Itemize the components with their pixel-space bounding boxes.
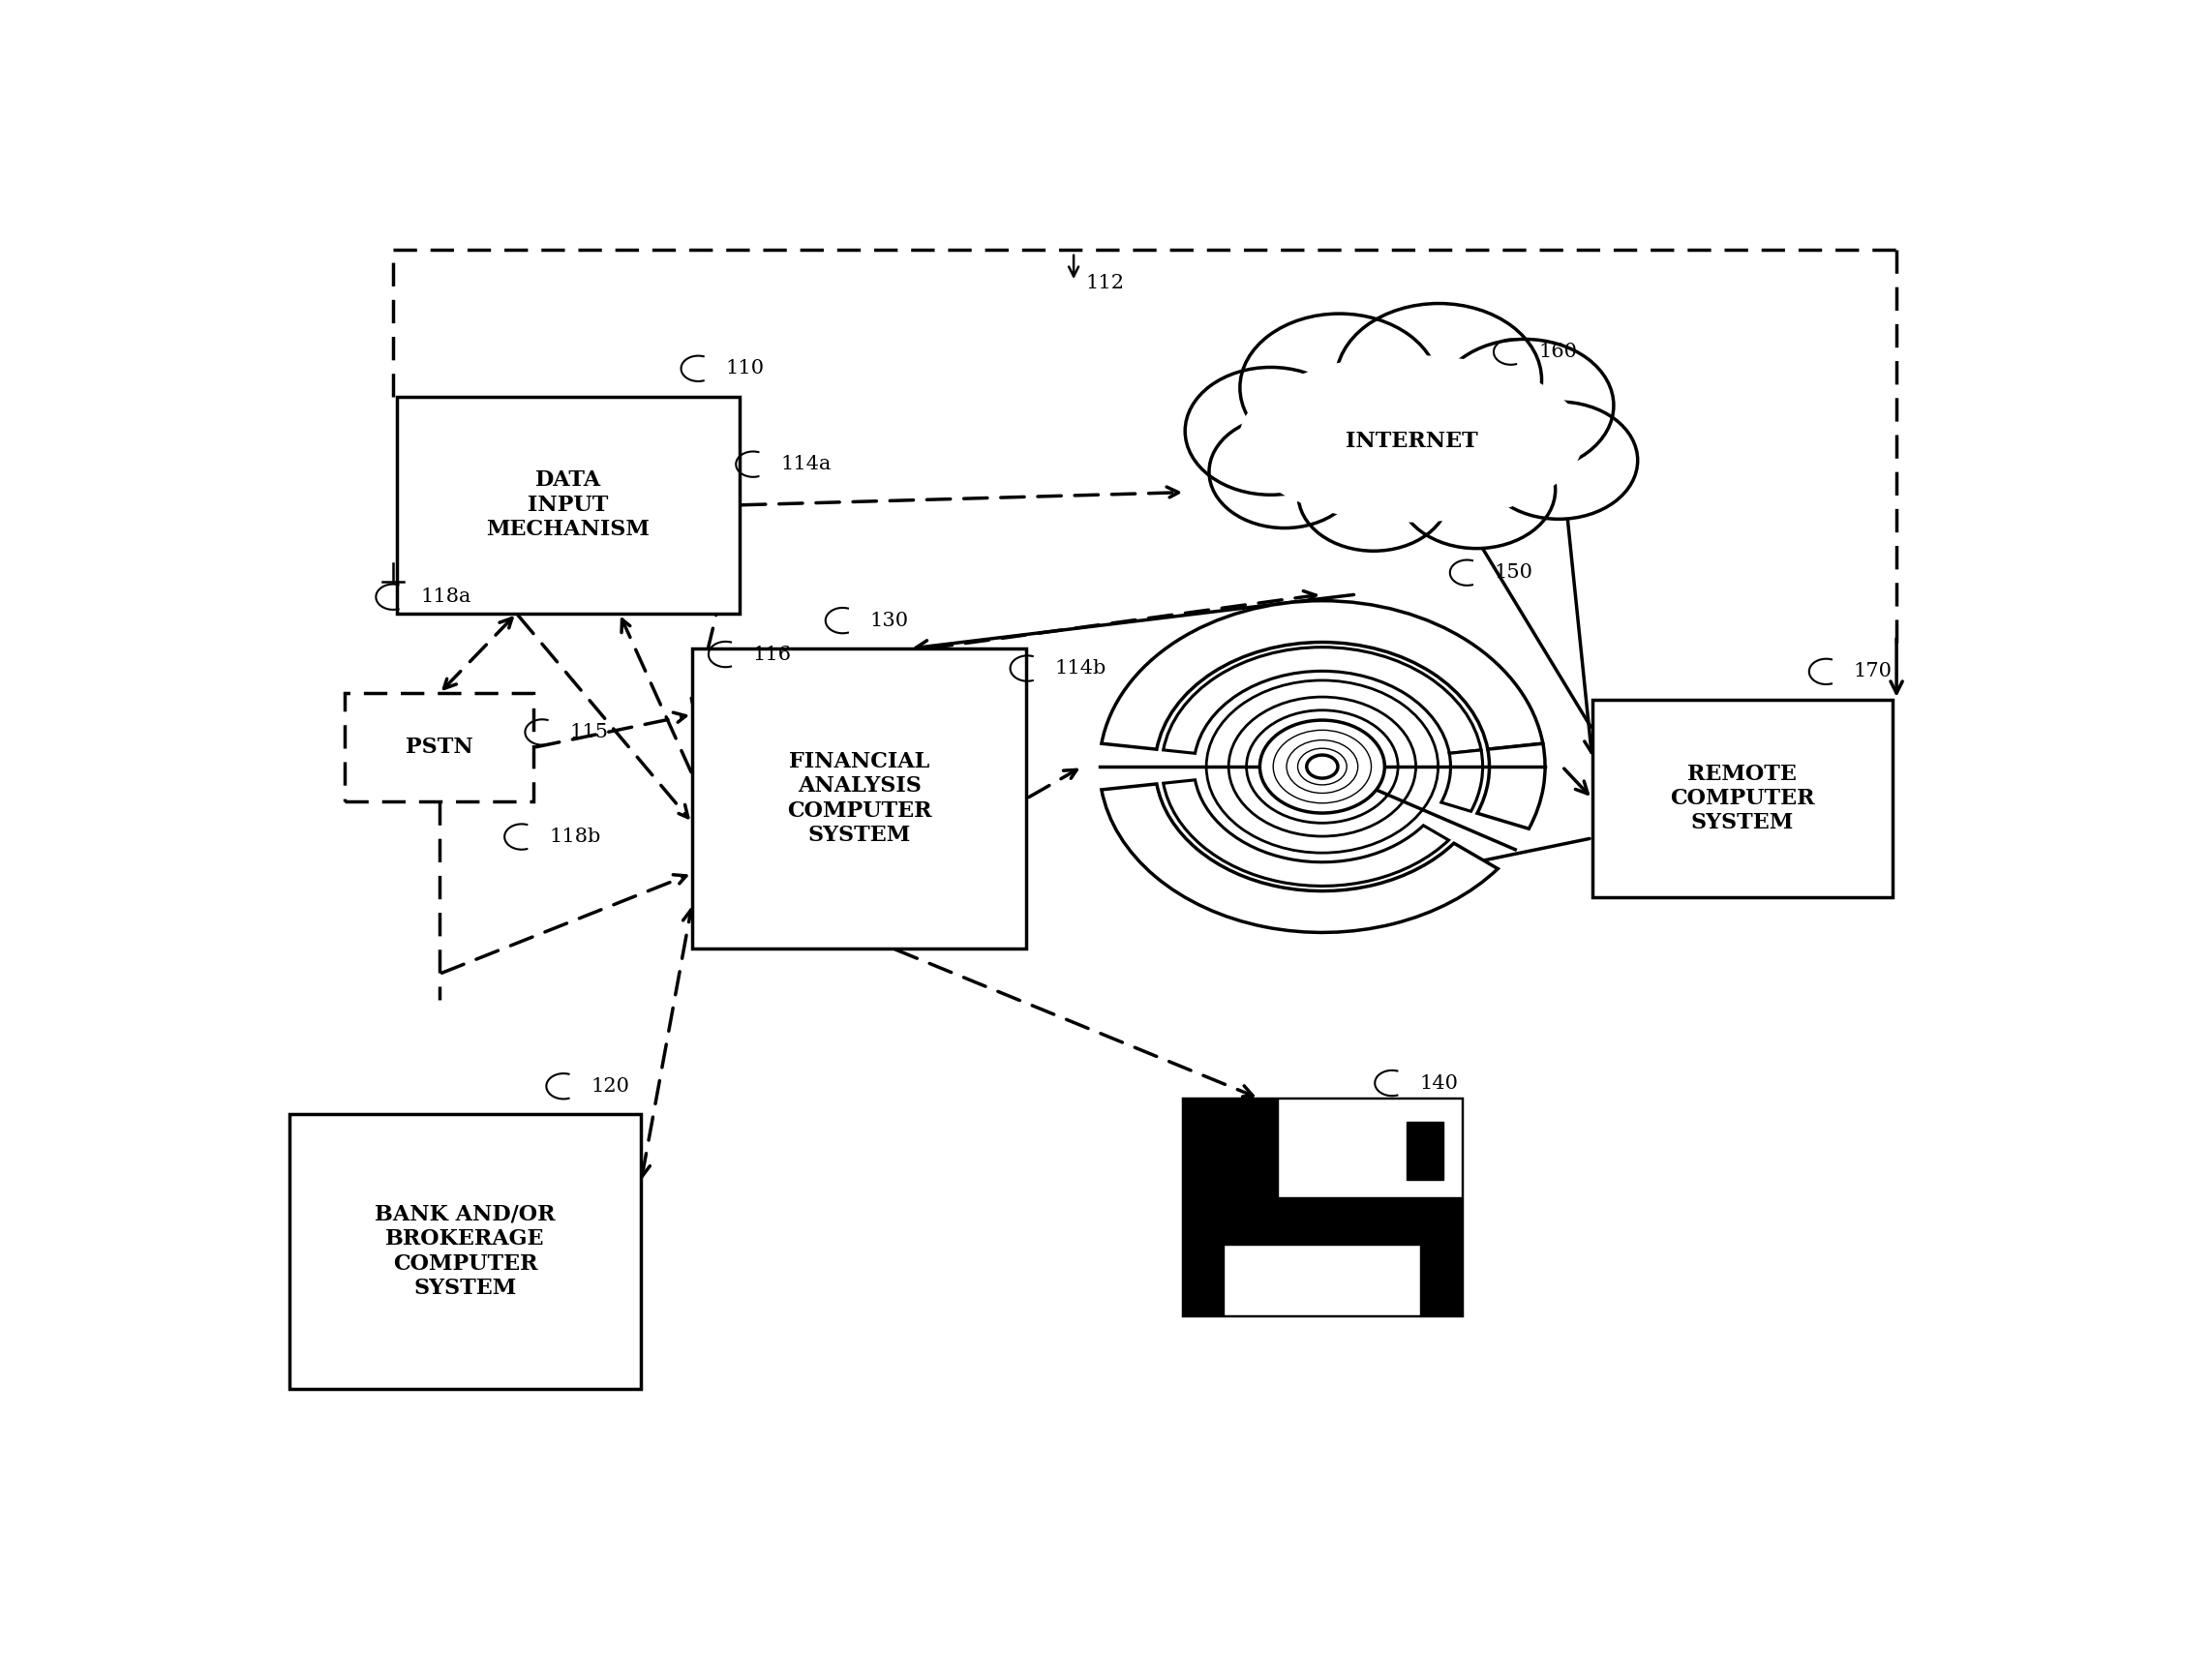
Circle shape: [1261, 721, 1385, 814]
Text: 160: 160: [1537, 343, 1577, 361]
Text: DATA
INPUT
MECHANISM: DATA INPUT MECHANISM: [487, 471, 650, 540]
Text: 115: 115: [571, 722, 608, 741]
Wedge shape: [1102, 601, 1544, 749]
Text: 110: 110: [726, 360, 765, 378]
FancyBboxPatch shape: [1223, 1244, 1420, 1316]
Text: 140: 140: [1420, 1074, 1458, 1092]
Text: 120: 120: [591, 1077, 630, 1095]
Circle shape: [1241, 313, 1438, 462]
Ellipse shape: [1241, 356, 1584, 522]
Text: 118a: 118a: [420, 588, 471, 606]
Text: 114a: 114a: [781, 456, 832, 474]
Circle shape: [1210, 416, 1360, 529]
Text: 130: 130: [869, 611, 909, 630]
Wedge shape: [1478, 744, 1544, 828]
FancyBboxPatch shape: [1279, 1099, 1462, 1198]
Circle shape: [1099, 601, 1544, 933]
Text: 118b: 118b: [549, 827, 602, 847]
Circle shape: [1436, 340, 1613, 472]
Text: BANK AND/OR
BROKERAGE
COMPUTER
SYSTEM: BANK AND/OR BROKERAGE COMPUTER SYSTEM: [374, 1205, 555, 1299]
Text: REMOTE
COMPUTER
SYSTEM: REMOTE COMPUTER SYSTEM: [1670, 764, 1814, 833]
FancyBboxPatch shape: [1407, 1122, 1444, 1180]
Wedge shape: [1442, 751, 1482, 812]
Circle shape: [1307, 756, 1338, 779]
Wedge shape: [1102, 784, 1498, 933]
FancyBboxPatch shape: [396, 396, 739, 613]
Circle shape: [1186, 368, 1356, 495]
Text: 112: 112: [1086, 273, 1124, 292]
FancyBboxPatch shape: [1183, 1099, 1462, 1316]
Text: 170: 170: [1854, 663, 1893, 681]
Text: 116: 116: [752, 645, 792, 663]
FancyBboxPatch shape: [1593, 699, 1891, 898]
Circle shape: [1336, 303, 1542, 457]
Text: FINANCIAL
ANALYSIS
COMPUTER
SYSTEM: FINANCIAL ANALYSIS COMPUTER SYSTEM: [787, 751, 931, 847]
Circle shape: [1298, 439, 1449, 552]
Wedge shape: [1164, 780, 1449, 886]
FancyBboxPatch shape: [290, 1114, 641, 1389]
Text: INTERNET: INTERNET: [1345, 431, 1478, 452]
FancyBboxPatch shape: [692, 648, 1026, 948]
Wedge shape: [1164, 648, 1482, 754]
Text: PSTN: PSTN: [405, 737, 473, 759]
Circle shape: [1480, 401, 1637, 519]
Circle shape: [1398, 431, 1555, 548]
Text: 114b: 114b: [1055, 659, 1106, 678]
FancyBboxPatch shape: [345, 693, 533, 802]
Text: 150: 150: [1495, 563, 1533, 582]
